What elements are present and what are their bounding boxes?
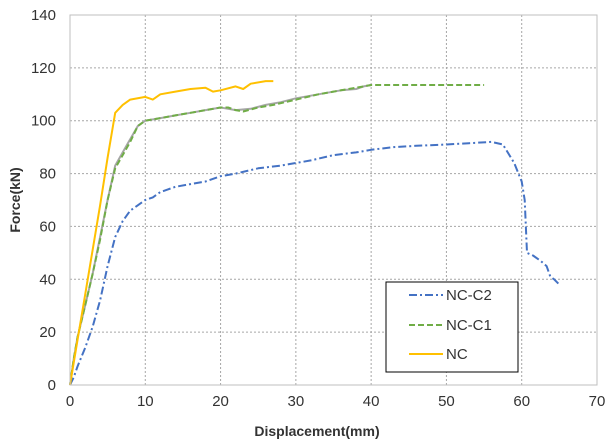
x-tick-label: 30 (288, 393, 305, 410)
y-tick-label: 0 (48, 377, 56, 394)
legend-label-nc: NC (446, 346, 468, 363)
legend-box (385, 281, 519, 373)
series-line-nc (69, 80, 274, 386)
x-tick-label: 70 (589, 393, 606, 410)
x-tick-label: 40 (363, 393, 380, 410)
x-tick-label: 50 (438, 393, 455, 410)
series-line-nc-c1 (69, 84, 485, 386)
y-axis-title: Force(kN) (7, 167, 23, 232)
legend-label-nc-c1: NC-C1 (446, 317, 492, 334)
x-tick-label: 60 (513, 393, 530, 410)
x-tick-label: 10 (137, 393, 154, 410)
series-line-nc-c2 (69, 140, 561, 386)
x-tick-label: 0 (66, 393, 74, 410)
grid (70, 15, 597, 385)
legend-label-nc-c2: NC-C2 (446, 287, 492, 304)
y-tick-label: 20 (39, 324, 56, 341)
y-tick-label: 80 (39, 166, 56, 183)
plot-border (69, 14, 598, 386)
legend: NC-C2 NC-C1 NC (385, 281, 519, 373)
x-tick-labels: 0 10 20 30 40 50 60 70 (66, 393, 606, 410)
y-tick-label: 120 (31, 60, 56, 77)
y-tick-label: 40 (39, 271, 56, 288)
x-axis-title: Displacement(mm) (254, 423, 379, 439)
y-tick-label: 140 (31, 7, 56, 24)
series-layer (69, 80, 561, 386)
y-tick-label: 100 (31, 113, 56, 130)
y-tick-labels: 0 20 40 60 80 100 120 140 (31, 7, 56, 394)
y-tick-label: 60 (39, 218, 56, 235)
x-tick-label: 20 (212, 393, 229, 410)
